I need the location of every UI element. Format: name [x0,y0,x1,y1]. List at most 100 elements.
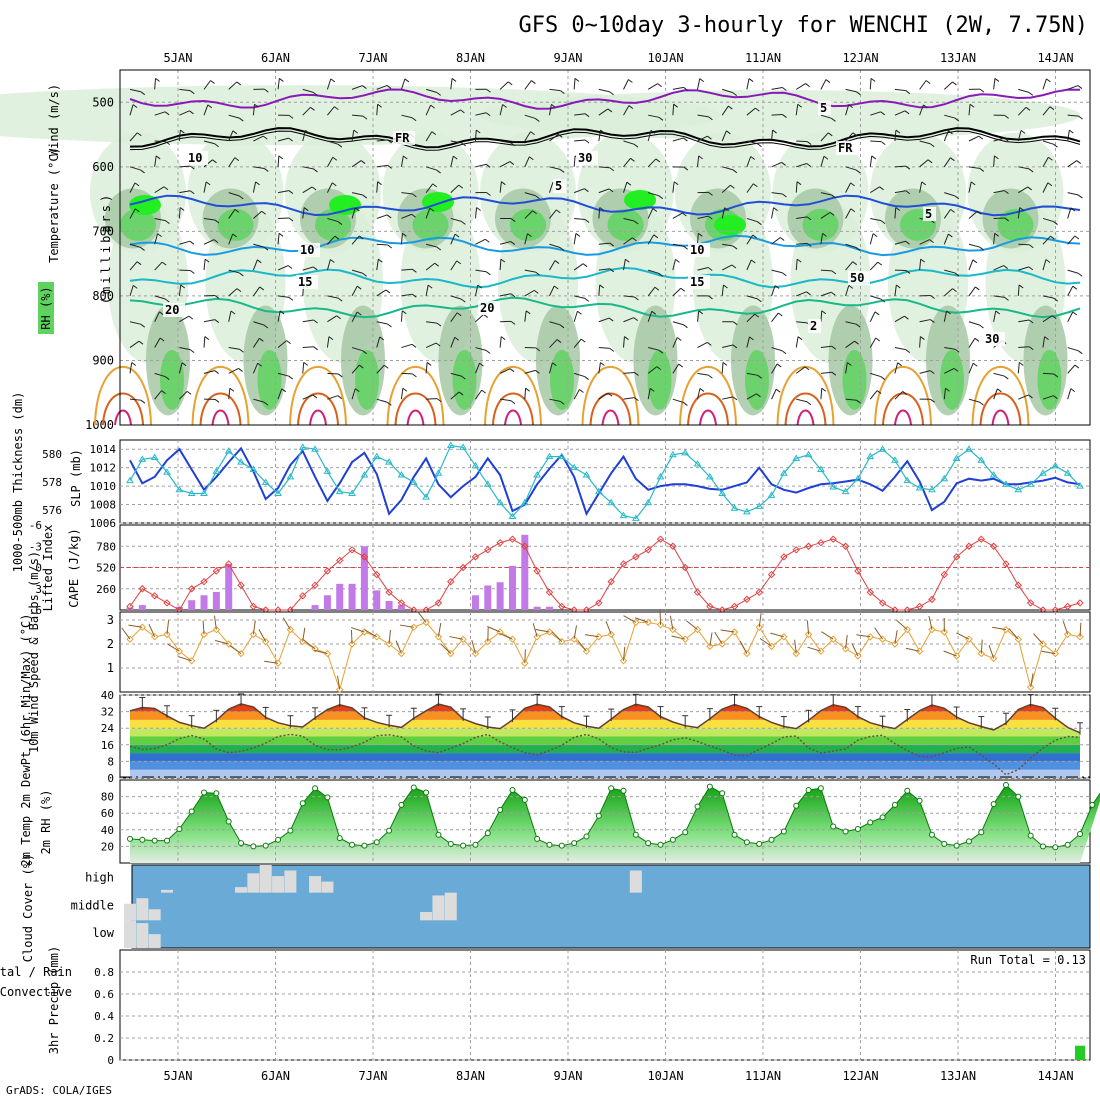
cloud-bar-high [161,890,173,893]
rh-ytick: 20 [101,840,114,853]
rh-bright-blob [422,192,454,212]
wind-barb [994,218,1005,219]
temperature-label: Temperature (°C) [47,147,61,263]
rh-ytick: 40 [101,824,114,837]
rh2m-marker [1065,842,1070,847]
rh-shade-blob [550,350,574,410]
rh-bright-blob [329,195,361,215]
temp-ytick: 16 [101,739,114,752]
rh2m-marker [473,842,478,847]
bottom-date-label: 13JAN [940,1069,976,1083]
bottom-date-label: 8JAN [456,1069,485,1083]
temp-ytick: 40 [101,689,114,702]
cloud-ytick: middle [71,898,114,912]
bottom-date-label: 11JAN [745,1069,781,1083]
rh-ytick: 80 [101,791,114,804]
wind-ytick: 3 [107,613,114,627]
slp-ytick: 1006 [90,517,117,530]
slp-ytick: 1008 [90,499,117,512]
cape-bar [546,607,553,610]
bottom-date-label: 14JAN [1037,1069,1073,1083]
cloud-bar-middle [432,895,444,920]
rh2m-marker [621,788,626,793]
cape-bar [324,595,331,610]
precip-bar [1075,1046,1085,1060]
rh2m-marker [374,840,379,845]
rh-shade-blob [453,350,477,410]
cloud-bar-middle [420,912,432,920]
rh2m-marker [794,803,799,808]
rh2m-marker [251,844,256,849]
rh2m-marker [843,829,848,834]
cloud-bar-low [136,923,148,948]
page-title: GFS 0~10day 3-hourly for WENCHI (2W, 7.7… [518,13,1088,38]
rh2m-marker [485,831,490,836]
rh2m-marker [177,826,182,831]
top-date-label: 5JAN [164,51,193,65]
rh2m-marker [695,804,700,809]
cape-bar [534,607,541,610]
rh-shade-blob [1038,350,1062,410]
rh2m-marker [831,824,836,829]
rh2m-marker [942,841,947,846]
cloud-ytick: low [92,926,114,940]
top-date-label: 9JAN [554,51,583,65]
rh2m-marker [658,842,663,847]
rh2m-marker [461,843,466,848]
top-date-label: 12JAN [842,51,878,65]
rh2m-marker [609,786,614,791]
wind-barb-10m [525,649,526,663]
rh2m-marker [1028,833,1033,838]
precip-ytick: 0 [107,1054,114,1067]
rh2m-marker [128,836,133,841]
precip-ytick: 0.2 [94,1032,114,1045]
isotherm-label: 10 [300,243,314,257]
isotherm-label: 20 [480,301,494,315]
rh2m-marker [806,787,811,792]
isotherm-label: 15 [690,275,704,289]
rh2m-marker [547,842,552,847]
rh-shade-blob [648,350,672,410]
cloud-label: Cloud Cover (%) [21,854,35,962]
rh2m-marker [1016,794,1021,799]
isotherm-label: FR [395,131,410,145]
cape-bar [139,605,146,610]
cloud-bar-high [321,882,333,893]
rh2m-marker [892,802,897,807]
slp-ytick: 1014 [90,443,117,456]
rh-shade-blob [510,209,546,241]
rh-label: RH (%) [39,286,53,329]
isotherm-label: 5 [555,179,562,193]
isotherm-label: 20 [165,303,179,317]
isotherm-label: 30 [985,332,999,346]
thickness-ytick: 580 [42,448,62,461]
rh-shade-blob [413,209,449,241]
cape-bar [386,601,393,610]
precip-frame [120,950,1090,1060]
wind-barb [179,166,190,167]
cape-bar [188,600,195,610]
bottom-date-label: 7JAN [359,1069,388,1083]
slp-ytick: 1010 [90,480,117,493]
rh2m-marker [596,813,601,818]
thickness-label: 1000-500mb Thickness (dm) [11,392,25,573]
rh2m-marker [559,843,564,848]
cape-bar [201,595,208,610]
cape-bar [336,584,343,610]
rh2m-marker [1003,782,1008,787]
cloud-bar-middle [149,909,161,920]
wind-ytick: 1 [107,661,114,675]
cloud-bar-low [149,934,161,948]
rh2m-marker [683,830,688,835]
cape-bar [484,585,491,610]
temp-ytick: 32 [101,706,114,719]
rh2m-marker [214,791,219,796]
rh2m-marker [905,788,910,793]
rh2m-marker [584,834,589,839]
cloud-bar-high [235,887,247,893]
rh2m-marker [165,838,170,843]
rh2m-label: 2m RH (%) [39,789,53,854]
rh2m-marker [387,828,392,833]
upper-air-ytick: 600 [92,160,114,174]
